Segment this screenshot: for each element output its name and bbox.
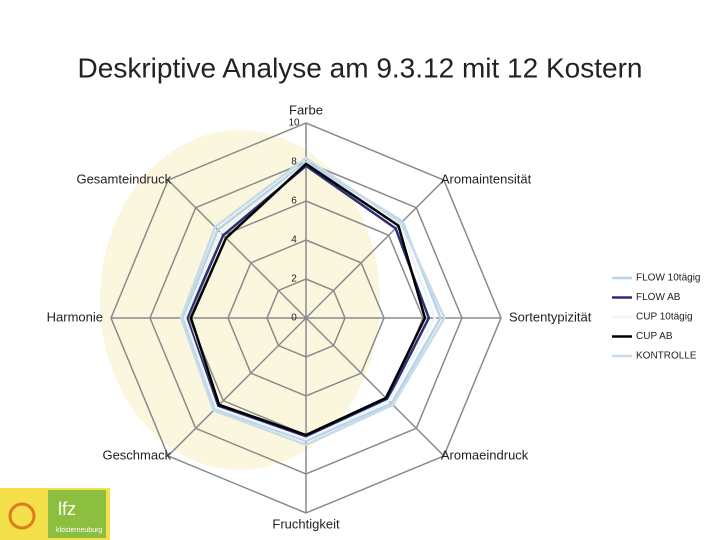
r-tick-label: 0 (291, 313, 297, 324)
logo-apple (8, 502, 36, 530)
logo-box (48, 490, 106, 538)
watermark (100, 130, 380, 470)
series-line (189, 162, 427, 437)
axis-label: Aromaeindruck (441, 447, 529, 462)
r-tick-label: 6 (291, 196, 297, 207)
axis-label: Harmonie (47, 309, 103, 324)
radar-chart: Farbe Aromaintensität Sortentypizität Aroma… (47, 102, 701, 531)
spoke (167, 179, 307, 319)
axis-label: Fruchtigkeit (272, 516, 340, 531)
legend-label: KONTROLLE (636, 351, 697, 362)
axis-label: Gesamteindruck (76, 172, 171, 187)
chart-title: Deskriptive Analyse am 9.3.12 mit 12 Kos… (78, 52, 643, 83)
spoke (305, 179, 445, 319)
r-tick-label: 8 (291, 157, 297, 168)
axis-label: Geschmack (102, 447, 171, 462)
legend-label: CUP 10tägig (636, 312, 693, 323)
legend-label: CUP AB (636, 331, 673, 342)
spoke (305, 317, 445, 457)
logo-text: lfz (58, 499, 76, 519)
logo-subtext: klosterneuburg (56, 527, 102, 534)
axis-label: Aromaintensität (441, 172, 532, 187)
legend-label: FLOW 10tägig (636, 273, 700, 284)
r-tick-label: 2 (291, 274, 297, 285)
axis-label: Farbe (289, 102, 323, 117)
axis-label: Sortentypizität (509, 309, 592, 324)
r-tick-label: 10 (288, 118, 300, 129)
spoke (167, 317, 307, 457)
r-tick-label: 4 (291, 235, 297, 246)
series-line (183, 162, 437, 441)
legend-label: FLOW AB (636, 292, 681, 303)
series-line (179, 156, 446, 447)
